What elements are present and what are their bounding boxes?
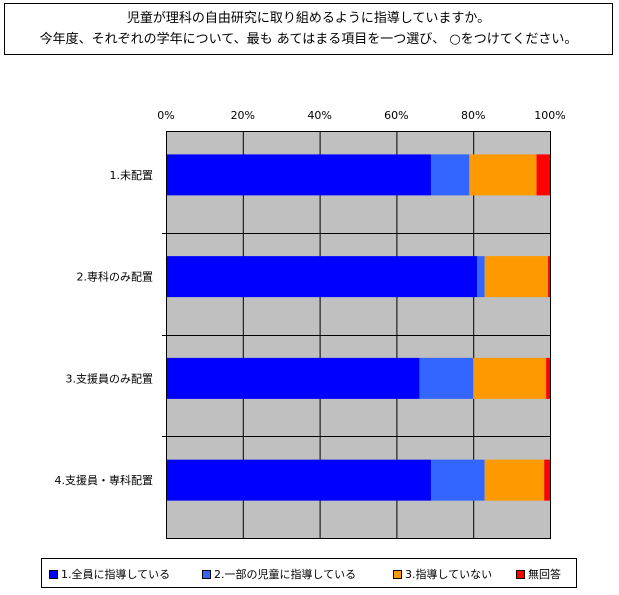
- bar-segment: [166, 459, 431, 501]
- x-tick-label: 100%: [534, 109, 565, 122]
- legend-swatch: [516, 569, 525, 579]
- legend-item: 無回答: [516, 567, 561, 581]
- bar-segment: [546, 357, 550, 399]
- bar-segment: [430, 459, 485, 501]
- x-tick-label: 60%: [384, 109, 408, 122]
- category-label: 4.支援員・専科配置: [55, 473, 154, 487]
- bar-segment: [536, 154, 550, 196]
- bar-segment: [484, 459, 545, 501]
- bar-segment: [484, 256, 549, 298]
- bar-segment: [166, 154, 431, 196]
- legend-label: 2.一部の児童に指導している: [214, 568, 357, 581]
- bar-segment: [473, 357, 547, 399]
- plot-border: [166, 131, 551, 539]
- bar-segment: [430, 154, 470, 196]
- x-tick-label: 80%: [461, 109, 485, 122]
- bar-segment: [419, 357, 474, 399]
- legend-item: 1.全員に指導している: [49, 567, 170, 581]
- category-label: 2.専科のみ配置: [77, 270, 154, 284]
- category-label: 1.未配置: [110, 169, 154, 182]
- legend: 1.全員に指導している 2.一部の児童に指導している 3.指導していない 無回答: [41, 558, 577, 588]
- legend-item: 2.一部の児童に指導している: [202, 567, 356, 581]
- bar-segment: [477, 256, 485, 298]
- legend-swatch: [393, 569, 402, 579]
- bar-segment: [548, 256, 550, 298]
- x-tick-label: 0%: [157, 109, 174, 122]
- bar-segment: [166, 256, 478, 298]
- category-label: 3.支援員のみ配置: [66, 371, 154, 385]
- legend-label: 3.指導していない: [405, 568, 493, 581]
- stacked-bar-chart: 1.未配置 2.専科のみ配置 3.支援員のみ配置 4.支援員・専科配置 0% 20% 40%…: [55, 109, 566, 539]
- x-tick-label: 40%: [307, 109, 331, 122]
- x-tick-label: 20%: [231, 109, 255, 122]
- legend-swatch: [49, 569, 58, 579]
- question-box: 児童が理科の自由研究に取り組めるように指導していますか。 今年度、それぞれの学年…: [4, 3, 613, 55]
- bar-segment: [469, 154, 537, 196]
- legend-swatch: [202, 569, 211, 579]
- legend-label: 無回答: [528, 568, 561, 581]
- legend-item: 3.指導していない: [393, 567, 492, 581]
- question-line-2: 今年度、それぞれの学年について、最も あてはまる項目を一つ選び、 ○をつけてくだ…: [39, 32, 578, 47]
- question-line-1: 児童が理科の自由研究に取り組めるように指導していますか。: [126, 11, 491, 26]
- bar-segment: [544, 459, 550, 501]
- legend-label: 1.全員に指導している: [61, 568, 171, 581]
- bar-segment: [166, 357, 420, 399]
